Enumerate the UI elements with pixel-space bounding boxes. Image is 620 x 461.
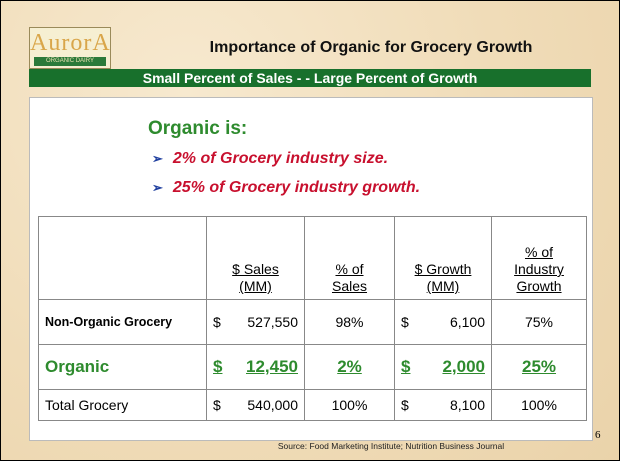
bullet-arrow: ➢ bbox=[152, 180, 163, 195]
header-cell bbox=[38, 216, 207, 300]
percent: 98% bbox=[335, 314, 364, 330]
header-line: % of bbox=[335, 261, 364, 277]
currency: $540,000 bbox=[213, 397, 298, 413]
currency-symbol: $ bbox=[401, 314, 409, 330]
currency-cell: $12,450 bbox=[206, 344, 305, 390]
percent-cell: 2% bbox=[304, 344, 395, 390]
currency: $6,100 bbox=[401, 314, 485, 330]
source: Source: Food Marketing Institute; Nutrit… bbox=[277, 441, 505, 451]
row-label: Organic bbox=[38, 344, 207, 390]
currency: $2,000 bbox=[401, 357, 485, 377]
currency-amount: 12,450 bbox=[246, 357, 298, 376]
header-line: (MM) bbox=[426, 278, 460, 294]
bullet: ➢ 2% of Grocery industry size. bbox=[152, 150, 388, 168]
currency: $527,550 bbox=[213, 314, 298, 330]
header-line: Sales bbox=[331, 278, 368, 294]
bullet-text: 2% of Grocery industry size. bbox=[172, 150, 389, 167]
percent-cell: 25% bbox=[491, 344, 587, 390]
currency-symbol: $ bbox=[213, 357, 223, 376]
header-line: $ Growth bbox=[414, 261, 472, 277]
currency-cell: $540,000 bbox=[206, 389, 305, 421]
bullet-text: 25% of Grocery industry growth. bbox=[172, 179, 421, 196]
percent: 100% bbox=[521, 397, 557, 413]
header-row: $ Sales (MM)% of Sales $ Growth (MM)% of Indu… bbox=[38, 216, 587, 300]
row-label: Total Grocery bbox=[38, 389, 207, 421]
currency-amount: 527,550 bbox=[247, 314, 298, 330]
bullet-arrow: ➢ bbox=[152, 151, 163, 166]
header-line: Growth bbox=[516, 278, 562, 294]
data-table: $ Sales (MM)% of Sales $ Growth (MM)% of Indu… bbox=[38, 216, 587, 421]
percent-cell: 100% bbox=[304, 389, 395, 421]
percent: 25% bbox=[521, 357, 557, 376]
slide-title: Importance of Organic for Grocery Growth bbox=[209, 39, 533, 56]
content-box: Organic is: $ Sales (MM)% of Sales $ Growth… bbox=[29, 97, 593, 441]
header-cell: $ Sales (MM) bbox=[206, 216, 305, 300]
header-cell: % of Sales bbox=[304, 216, 395, 300]
currency-cell: $2,000 bbox=[394, 344, 492, 390]
row-label: Non-Organic Grocery bbox=[38, 299, 207, 345]
percent: 75% bbox=[524, 314, 554, 330]
currency: $8,100 bbox=[401, 397, 485, 413]
header-line: $ Sales bbox=[232, 261, 279, 277]
header-line: % of bbox=[524, 244, 553, 260]
header-line: (MM) bbox=[239, 278, 272, 294]
header-cell: % of Industry Growth bbox=[491, 216, 587, 300]
currency-symbol: $ bbox=[401, 397, 409, 413]
currency-symbol: $ bbox=[213, 314, 221, 330]
currency-cell: $8,100 bbox=[394, 389, 492, 421]
currency-cell: $6,100 bbox=[394, 299, 492, 345]
logo: AurorA ORGANIC DAIRY bbox=[29, 27, 111, 69]
currency-amount: 540,000 bbox=[247, 397, 298, 413]
logo-name: AurorA bbox=[30, 30, 111, 56]
header-line: Industry bbox=[514, 261, 564, 277]
header-cell: $ Growth (MM) bbox=[394, 216, 492, 300]
currency-cell: $527,550 bbox=[206, 299, 305, 345]
banner: Small Percent of Sales - - Large Percent… bbox=[29, 69, 591, 87]
percent-cell: 75% bbox=[491, 299, 587, 345]
currency-amount: 6,100 bbox=[449, 314, 485, 330]
page-number: 6 bbox=[595, 429, 601, 441]
table-row: Organic $12,450 2% $2,000 25% bbox=[38, 344, 587, 390]
percent-cell: 98% bbox=[304, 299, 395, 345]
intro: Organic is: bbox=[148, 118, 248, 139]
percent: 100% bbox=[331, 397, 368, 413]
table-row: Total Grocery $540,000 100% $8,100 100% bbox=[38, 389, 587, 421]
currency-amount: 2,000 bbox=[442, 357, 485, 376]
currency: $12,450 bbox=[213, 357, 298, 377]
bullet: ➢ 25% of Grocery industry growth. bbox=[152, 179, 420, 197]
percent-cell: 100% bbox=[491, 389, 587, 421]
currency-symbol: $ bbox=[213, 397, 221, 413]
logo-tagline: ORGANIC DAIRY bbox=[34, 57, 106, 66]
currency-symbol: $ bbox=[401, 357, 411, 376]
currency-amount: 8,100 bbox=[449, 397, 485, 413]
table-row: Non-Organic Grocery $527,550 98% $6,100 75% bbox=[38, 299, 587, 345]
percent: 2% bbox=[337, 357, 362, 376]
